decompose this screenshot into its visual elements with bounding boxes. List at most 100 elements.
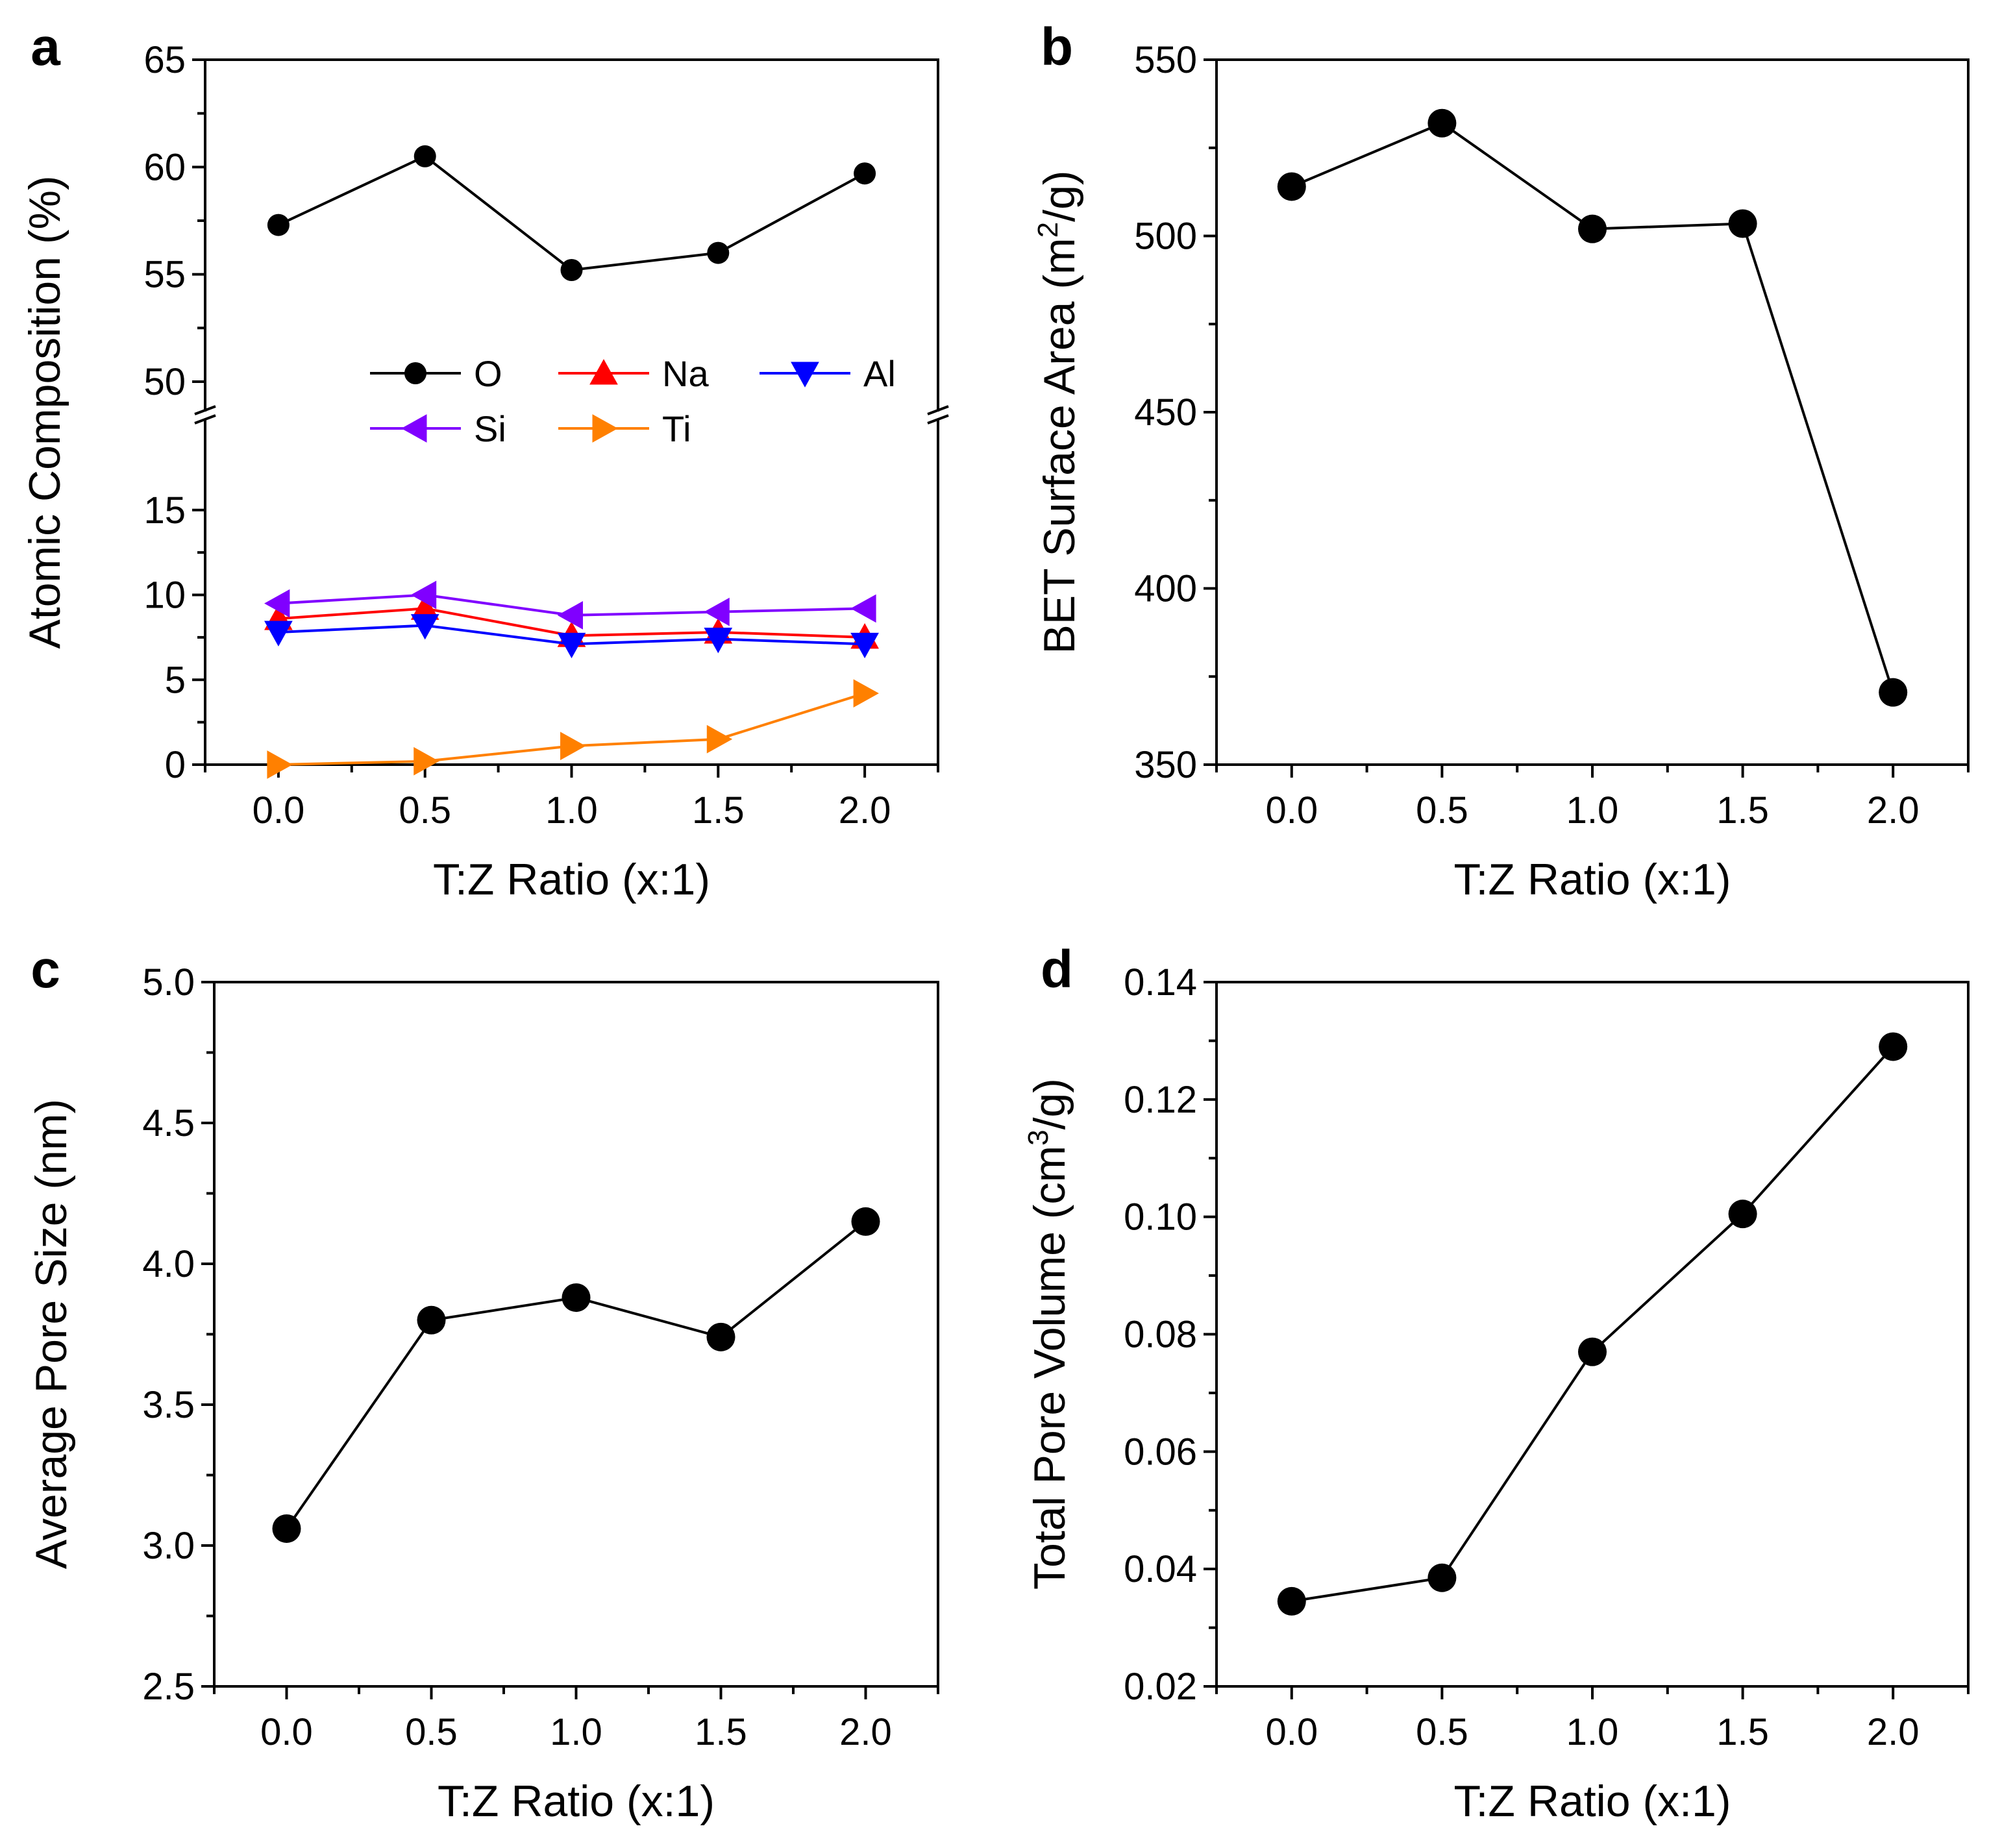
- panel-c-xtick-label: 1.5: [695, 1711, 747, 1753]
- panel-a-legend-marker: [401, 414, 427, 443]
- panel-d-xlabel: T:Z Ratio (x:1): [1454, 1777, 1731, 1826]
- panel-a-series-si-point: [410, 580, 437, 610]
- panel-c-series-point: [562, 1283, 591, 1312]
- panel-a-break-mark: [194, 405, 216, 415]
- panel-c-frame: [213, 981, 939, 1688]
- panel-a-break-mark: [927, 405, 949, 415]
- panel-b-series-point: [1879, 678, 1908, 707]
- panel-d-ylabel-main: Total Pore Volume (cm: [1025, 1146, 1074, 1590]
- panel-a-label: a: [31, 18, 61, 77]
- panel-d-xtick-label: 2.0: [1867, 1711, 1920, 1753]
- panel-a-series-al-point: [264, 621, 293, 647]
- panel-c-series-point: [706, 1322, 735, 1351]
- panel-a-series-o-point: [267, 214, 290, 236]
- panel-d-xtick-label: 0.5: [1416, 1711, 1468, 1753]
- panel-b-ytick-label: 500: [1134, 216, 1197, 258]
- panel-c-ylabel: Average Pore Size (nm): [27, 1099, 76, 1569]
- panel-d-ylabel-tail: /g): [1025, 1078, 1074, 1129]
- panel-b-xtick-label: 1.5: [1716, 789, 1769, 832]
- panel-b-label: b: [1041, 18, 1073, 77]
- panel-b-xlabel: T:Z Ratio (x:1): [1454, 855, 1731, 904]
- panel-a-legend-label: Ti: [662, 408, 691, 449]
- panel-a-series-ti-point: [560, 732, 586, 761]
- panel-b-xtick-label: 2.0: [1867, 789, 1920, 832]
- panel-a-legend-label: Na: [662, 353, 709, 394]
- panel-a-break-mark: [194, 414, 216, 425]
- panel-c-xtick-label: 0.5: [405, 1711, 458, 1753]
- panel-a-series-o-point: [414, 145, 436, 167]
- panel-a-upper-ytick-label: 50: [143, 361, 186, 403]
- panel-b-ylabel-main: BET Surface Area (m: [1035, 238, 1084, 654]
- panel-a-legend-label: O: [474, 353, 502, 394]
- panel-a-series-ti-point: [414, 746, 439, 776]
- panel-d-xtick-label: 1.5: [1716, 1711, 1769, 1753]
- panel-c-ytick-label: 3.0: [142, 1525, 195, 1567]
- panel-c-xtick-label: 1.0: [550, 1711, 602, 1753]
- panel-c-series-point: [417, 1305, 446, 1335]
- panel-a-xtick-label: 0.5: [399, 789, 451, 832]
- panel-c-series-point: [851, 1207, 880, 1236]
- panel-b-series-point: [1427, 108, 1457, 138]
- panel-b-xtick-label: 0.5: [1416, 789, 1468, 832]
- panel-c-ytick-label: 3.5: [142, 1384, 195, 1426]
- panel-d-ytick-label: 0.12: [1124, 1079, 1197, 1121]
- panel-b-series-point: [1277, 172, 1306, 201]
- panel-a-xtick-label: 2.0: [839, 789, 891, 832]
- panel-c-ylabel-main: Average Pore Size (nm): [27, 1099, 76, 1569]
- panel-a-series-al-point: [410, 614, 439, 640]
- panel-b-ytick-label: 400: [1134, 568, 1197, 610]
- panel-a-series-ti-line: [278, 692, 865, 766]
- panel-b-series-point: [1578, 214, 1607, 243]
- panel-a-series-al-point: [850, 632, 879, 659]
- panel-a-lower-ytick-label: 15: [143, 489, 186, 532]
- panel-d-ylabel: Total Pore Volume (cm3/g): [1022, 1078, 1074, 1590]
- panel-d-series-point: [1728, 1200, 1757, 1229]
- panel-a-series-o-point: [707, 241, 730, 264]
- panel-a-series-si-point: [850, 594, 876, 623]
- panel-d-series-point: [1879, 1032, 1908, 1061]
- panel-b-ylabel-tail: /g): [1035, 170, 1084, 221]
- panel-a-legend-marker: [589, 359, 618, 385]
- panel-b-series-point: [1728, 209, 1757, 238]
- panel-a-xtick-label: 1.0: [545, 789, 598, 832]
- panel-a-lower-ytick-label: 5: [165, 659, 186, 701]
- panel-a-upper-ytick-label: 55: [143, 254, 186, 296]
- panel-c-label: c: [31, 940, 60, 999]
- panel-a-legend-label: Al: [863, 353, 896, 394]
- panel-b-xtick-label: 0.0: [1265, 789, 1318, 832]
- panel-c-ytick-label: 4.5: [142, 1102, 195, 1144]
- panel-b-ytick-label: 350: [1134, 744, 1197, 786]
- panel-a-series-si-point: [704, 597, 730, 626]
- panel-c-series-line: [285, 1220, 867, 1530]
- panel-d-ytick-label: 0.14: [1124, 961, 1197, 1004]
- panel-b-series-line: [1291, 121, 1895, 693]
- panel-c-series-point: [272, 1514, 301, 1543]
- panel-b-ylabel-superscript: 2: [1032, 222, 1064, 238]
- panel-a-frame: [204, 58, 939, 766]
- panel-d-xtick-label: 0.0: [1265, 1711, 1318, 1753]
- panel-d-series-line: [1291, 1046, 1894, 1603]
- panel-d-label: d: [1041, 940, 1073, 999]
- panel-a-xtick-label: 0.0: [253, 789, 305, 832]
- panel-c-ytick-label: 2.5: [142, 1666, 195, 1708]
- panel-a-series-ti-point: [853, 679, 879, 708]
- panel-a-series-ti-point: [706, 724, 733, 754]
- panel-a-xtick-label: 1.5: [692, 789, 745, 832]
- panel-a-series-al-point: [557, 632, 586, 659]
- panel-b-ylabel: BET Surface Area (m2/g): [1032, 170, 1084, 654]
- panel-a-series-o-point: [560, 259, 583, 282]
- panel-c-ytick-label: 5.0: [142, 961, 195, 1004]
- panel-a-series-ti-point: [267, 750, 293, 779]
- panel-c-ytick-label: 4.0: [142, 1243, 195, 1285]
- panel-d-ytick-label: 0.10: [1124, 1196, 1197, 1238]
- panel-b-ytick-label: 450: [1134, 391, 1197, 434]
- panel-d-series-point: [1277, 1586, 1306, 1616]
- panel-d-series-point: [1578, 1337, 1607, 1366]
- panel-a-lower-ytick-label: 10: [143, 574, 186, 617]
- panel-c-xtick-label: 0.0: [260, 1711, 313, 1753]
- panel-a-series-na-point: [410, 594, 439, 620]
- panel-b-xtick-label: 1.0: [1566, 789, 1619, 832]
- panel-d-ytick-label: 0.02: [1124, 1666, 1197, 1708]
- panel-d-xtick-label: 1.0: [1566, 1711, 1619, 1753]
